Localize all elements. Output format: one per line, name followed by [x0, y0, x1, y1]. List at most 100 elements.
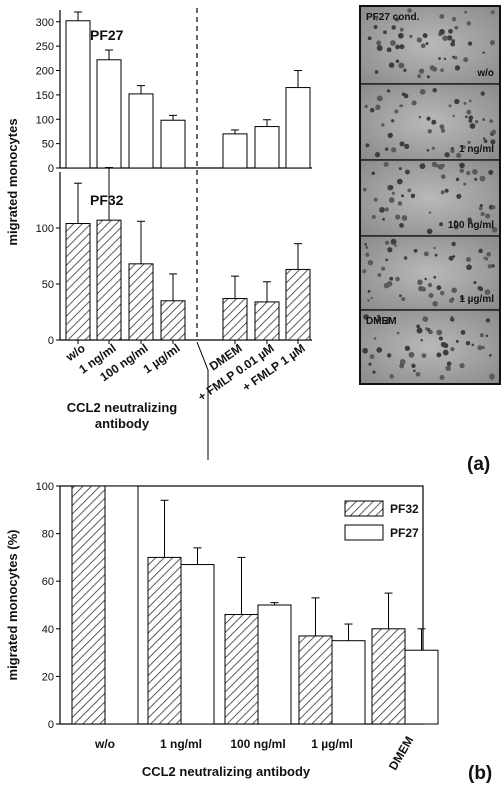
cell-dot [384, 147, 389, 151]
y-tick-label: 100 [36, 481, 54, 493]
pf27-chart: 0 50 100 150 200 250 300 PF27 [36, 10, 312, 175]
cell-dot [460, 296, 465, 301]
panel-b-category-label: DMEM [386, 734, 416, 773]
cell-dot [463, 57, 469, 63]
cell-dot [388, 62, 395, 68]
cell-dot [456, 152, 462, 158]
cell-dot [376, 347, 383, 353]
cell-dot [432, 301, 438, 307]
panel-b-bar-pf27-1-ng-ml [180, 564, 215, 725]
cell-dot [367, 289, 371, 293]
cell-dot [398, 32, 404, 39]
pf32-bar-dmem [222, 298, 248, 341]
micrograph-label-bottom: w/o [476, 68, 494, 79]
cell-dot [403, 68, 407, 72]
cell-dot [474, 119, 479, 124]
cell-dot [478, 248, 483, 254]
cell-dot [490, 10, 495, 15]
cell-dot [467, 41, 473, 46]
cell-dot [383, 161, 389, 168]
cell-dot [425, 42, 429, 45]
micrograph-label-bottom: 100 ng/ml [448, 220, 494, 231]
cell-dot [455, 177, 460, 182]
micrograph-label-top: DMEM [366, 316, 397, 327]
cell-dot [459, 168, 465, 174]
panel-a-category-label: 1 µg/ml [141, 341, 183, 376]
cell-dot [466, 264, 472, 271]
cell-dot [482, 51, 485, 54]
cell-dot [372, 370, 376, 374]
y-tick-label: 100 [36, 223, 54, 235]
cell-dot [445, 365, 452, 372]
cell-dot [469, 123, 476, 129]
cell-dot [468, 118, 473, 123]
pf27-bar-dmem [222, 133, 248, 169]
micrograph-column: PF27 cond. w/o 1 ng/ml 100 ng/ml 1 µg/ml DMEM [359, 5, 501, 385]
cell-dot [456, 193, 462, 199]
cell-dot [371, 171, 376, 176]
cell-dot [479, 175, 486, 182]
cell-dot [413, 248, 418, 253]
cell-dot [439, 290, 445, 296]
micrograph-tile: 1 µg/ml [359, 235, 501, 311]
cell-dot [450, 347, 455, 352]
cell-dot [451, 287, 457, 294]
cell-dot [368, 362, 372, 366]
cell-dot [389, 40, 396, 46]
cell-dot [438, 57, 441, 60]
panel-b-xlabel: CCL2 neutralizing antibody [142, 764, 311, 779]
cell-dot [399, 141, 405, 147]
cell-dot [382, 217, 385, 221]
cell-dot [428, 293, 434, 299]
cell-dot [489, 40, 495, 46]
cell-dot [404, 345, 411, 351]
cell-dot [367, 299, 370, 302]
pf27-bar-fmlp-0-01-m [254, 126, 280, 169]
cell-dot [467, 218, 473, 224]
cell-dot [467, 140, 471, 144]
panel-b-bar-pf32-1-ng-ml [147, 556, 182, 725]
cell-dot [464, 10, 467, 14]
cell-dot [384, 207, 389, 212]
cell-dot [418, 68, 425, 74]
cell-dot [394, 244, 397, 247]
cell-dot [399, 222, 404, 228]
y-tick-label: 250 [36, 41, 54, 53]
y-tick-label: 0 [48, 719, 54, 731]
cell-dot [386, 317, 390, 321]
cell-dot [421, 286, 426, 292]
cell-dot [391, 25, 396, 30]
pf32-bar-w-o [65, 223, 91, 341]
panel-b-bar-pf27-1-g-ml [331, 640, 366, 725]
panel-b-bar-pf32-w-o [71, 485, 106, 725]
cell-dot [462, 145, 466, 150]
cell-dot [365, 246, 369, 250]
y-tick-label: 60 [42, 576, 54, 588]
cell-dot [471, 343, 475, 347]
cell-dot [450, 317, 455, 322]
legend-swatch-pf32 [344, 500, 384, 517]
cell-dot [427, 282, 433, 288]
cell-dot [390, 119, 395, 123]
cell-dot [422, 33, 428, 39]
cell-dot [377, 314, 381, 318]
cell-dot [442, 349, 449, 356]
cell-dot [436, 329, 443, 336]
cell-dot [485, 213, 491, 219]
cell-dot [425, 327, 429, 331]
cell-dot [422, 316, 429, 322]
cell-dot [449, 298, 454, 303]
cell-dot [435, 163, 439, 168]
cell-dot [491, 129, 497, 135]
cell-dot [376, 45, 383, 51]
cell-dot [420, 43, 426, 49]
pf32-bar-fmlp-0-01-m [254, 301, 280, 341]
panel-b-bar-pf32-dmem [371, 628, 406, 725]
cell-dot [374, 70, 379, 74]
cell-dot [463, 182, 467, 186]
cell-dot [465, 115, 468, 119]
cell-dot [381, 266, 386, 271]
cell-dot [444, 188, 449, 193]
cell-dot [388, 185, 394, 190]
cell-dot [420, 339, 423, 342]
